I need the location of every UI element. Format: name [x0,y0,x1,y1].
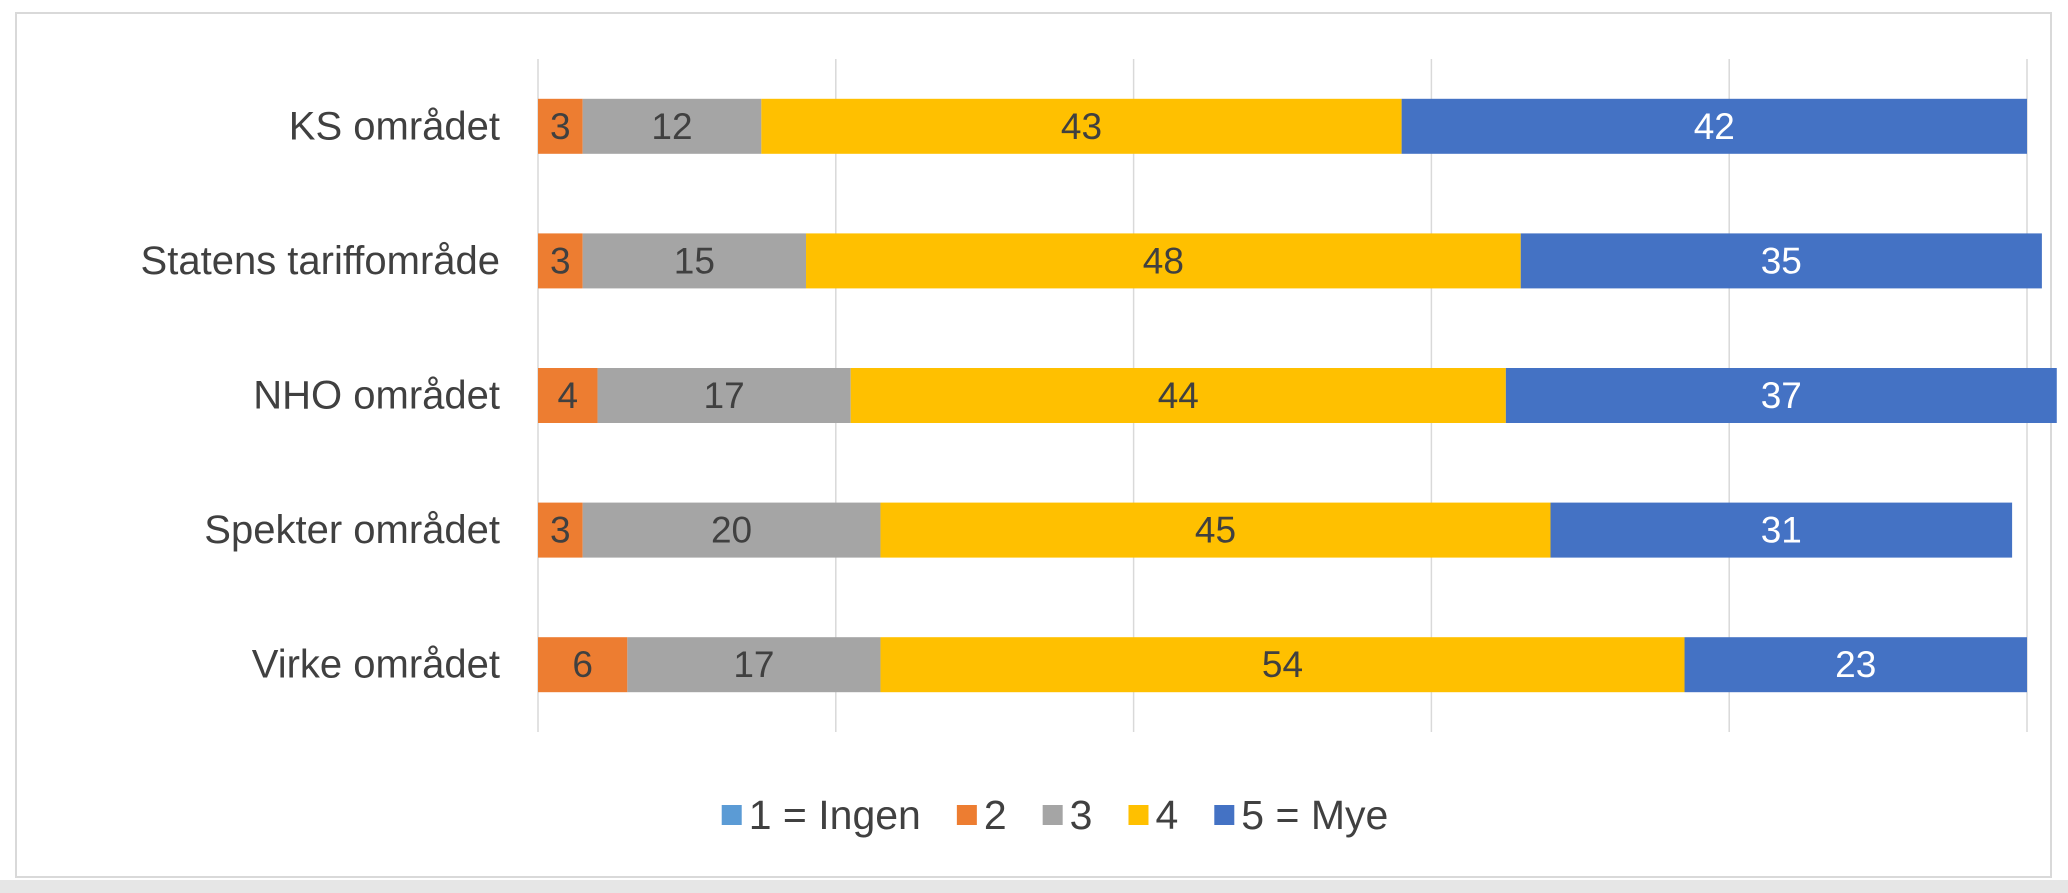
bar-segment [538,502,583,558]
category-label: Spekter området [204,508,500,552]
data-label: 20 [711,510,752,551]
bar-segment [880,502,1551,558]
category-label: Virke området [252,643,500,687]
data-label: 37 [1761,375,1802,416]
bar-segment [597,368,851,423]
bar-segment [538,368,598,423]
bar-segment [627,637,881,693]
legend-label: 1 = Ingen [749,792,921,838]
data-label: 3 [550,106,571,147]
data-label: 31 [1761,510,1802,551]
data-label: 4 [557,375,578,416]
data-label: 3 [550,240,571,281]
bar-segment [538,98,583,154]
data-label: 12 [651,106,692,147]
data-label: 42 [1694,106,1735,147]
data-label: 48 [1143,240,1184,281]
data-label: 54 [1262,644,1303,685]
category-label: KS området [289,104,500,148]
bottom-band [0,880,2068,893]
bar-segment [806,233,1521,289]
legend-label: 2 [984,792,1007,838]
bar-segment [1505,368,2057,423]
legend-swatch [1214,805,1235,825]
legend-label: 3 [1070,792,1093,838]
category-label: Statens tariffområde [141,239,500,283]
bar-segment [850,368,1506,423]
data-label: 45 [1195,510,1236,551]
bar-segment [1520,233,2042,289]
data-label: 23 [1835,644,1876,685]
legend-label: 5 = Mye [1241,792,1388,838]
bar-segment [761,98,1402,154]
bar-segment [880,637,1685,693]
data-label: 17 [704,375,745,416]
bar-segment [582,98,762,154]
data-label: 44 [1158,375,1199,416]
bar-segment [582,233,807,289]
legend-swatch [956,805,977,825]
data-label: 3 [550,510,571,551]
data-label: 43 [1061,106,1102,147]
bar-segment [1401,98,2027,154]
legend-swatch [1042,805,1063,825]
legend-swatch [721,805,742,825]
bar-segment [1684,637,2027,693]
category-label: NHO området [253,374,500,418]
bar-segment [538,233,583,289]
legend-swatch [1128,805,1149,825]
data-label: 6 [572,644,593,685]
data-label: 35 [1761,240,1802,281]
data-label: 17 [733,644,774,685]
bar-segment [1550,502,2013,558]
chart-frame [15,12,2052,878]
legend: 1 = Ingen 2 3 4 5 = Mye [721,792,1388,838]
data-label: 15 [674,240,715,281]
bar-segment [538,637,628,693]
bar-segment [582,502,881,558]
legend-label: 4 [1155,792,1178,838]
